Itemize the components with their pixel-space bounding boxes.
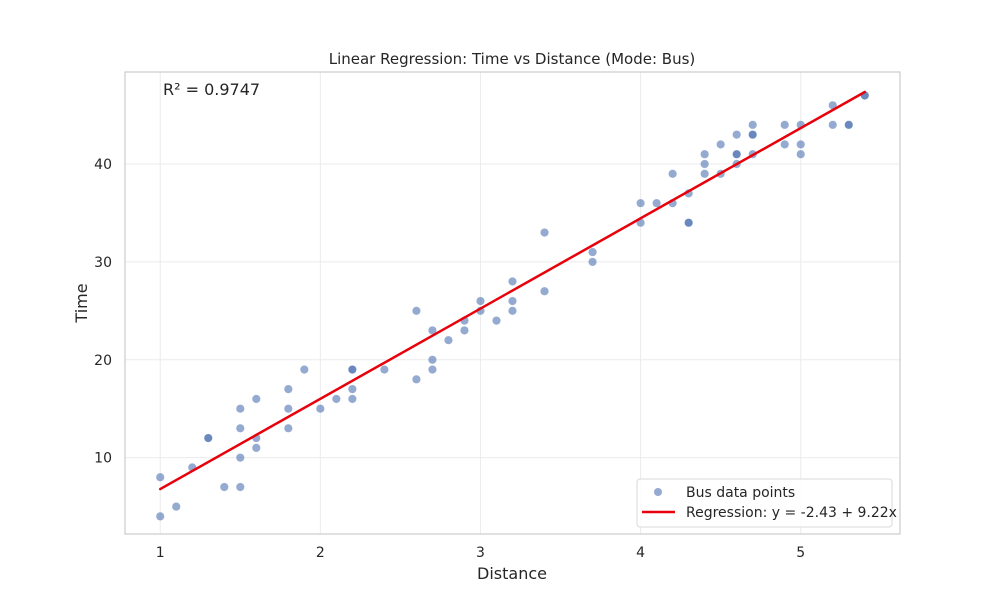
data-point <box>251 394 261 404</box>
data-point <box>588 257 597 267</box>
legend-box <box>636 478 893 528</box>
data-point <box>347 365 357 374</box>
data-point <box>508 296 517 306</box>
data-point <box>299 365 309 374</box>
y-axis-label: Time <box>72 283 91 323</box>
scatter-points <box>155 91 870 521</box>
x-axis-label: Distance <box>477 564 547 583</box>
r-squared-annotation: R² = 0.9747 <box>163 80 260 99</box>
data-point <box>748 120 758 130</box>
data-point <box>780 140 790 149</box>
data-point <box>428 355 437 365</box>
data-point <box>155 472 165 482</box>
data-point <box>235 453 245 463</box>
legend-marker-points <box>654 488 662 496</box>
regression-line <box>158 90 867 491</box>
data-point <box>251 443 261 453</box>
y-tick-label: 40 <box>94 157 112 173</box>
data-point <box>315 404 325 414</box>
y-tick-label: 30 <box>94 255 112 271</box>
data-point <box>476 296 485 306</box>
x-tick-labels: 1 2 3 4 5 <box>156 545 805 561</box>
x-tick-label: 4 <box>636 545 645 561</box>
data-point <box>700 169 710 179</box>
data-point <box>235 423 245 433</box>
x-tick-label: 2 <box>316 545 325 561</box>
plot-frame <box>124 71 901 535</box>
data-point <box>796 149 806 159</box>
data-point <box>331 394 341 404</box>
data-point <box>700 159 710 169</box>
data-point <box>235 482 245 492</box>
y-tick-labels: 10 20 30 40 <box>94 157 112 467</box>
y-tick-label: 20 <box>94 353 112 369</box>
data-point <box>283 404 293 414</box>
data-point <box>588 247 597 257</box>
data-point <box>412 374 421 384</box>
data-point <box>155 511 165 521</box>
data-point <box>732 130 742 140</box>
data-point <box>219 482 229 492</box>
data-point <box>780 120 790 130</box>
data-point <box>171 502 181 511</box>
data-point <box>684 218 694 228</box>
legend-label-regression: Regression: y = -2.43 + 9.22x <box>686 505 897 521</box>
data-point <box>428 365 437 374</box>
data-point <box>492 316 501 326</box>
data-point <box>235 404 245 414</box>
x-tick-label: 1 <box>156 545 165 561</box>
data-point <box>748 130 758 140</box>
x-tick-label: 5 <box>796 545 805 561</box>
data-point <box>700 149 710 159</box>
legend: Bus data points Regression: y = -2.43 + … <box>636 478 897 528</box>
data-point <box>283 423 293 433</box>
data-point <box>347 394 357 404</box>
data-point <box>796 140 806 149</box>
data-point <box>508 277 517 286</box>
data-point <box>844 120 854 130</box>
data-point <box>716 140 726 149</box>
data-point <box>540 286 549 296</box>
data-point <box>380 365 389 374</box>
legend-label-points: Bus data points <box>686 485 795 501</box>
grid <box>125 72 900 534</box>
data-point <box>636 198 645 208</box>
data-point <box>828 120 838 130</box>
data-point <box>412 306 421 316</box>
data-point <box>540 228 549 237</box>
chart-title: Linear Regression: Time vs Distance (Mod… <box>329 50 696 68</box>
data-point <box>508 306 517 316</box>
y-tick-label: 10 <box>94 451 112 467</box>
data-point <box>668 169 678 179</box>
data-point <box>283 384 293 394</box>
data-point <box>652 198 662 208</box>
data-point <box>444 335 453 345</box>
regression-line-group <box>158 90 867 491</box>
x-tick-label: 3 <box>476 545 485 561</box>
data-point <box>732 149 742 159</box>
data-point <box>347 384 357 394</box>
data-point <box>203 433 213 443</box>
data-point <box>460 326 469 335</box>
